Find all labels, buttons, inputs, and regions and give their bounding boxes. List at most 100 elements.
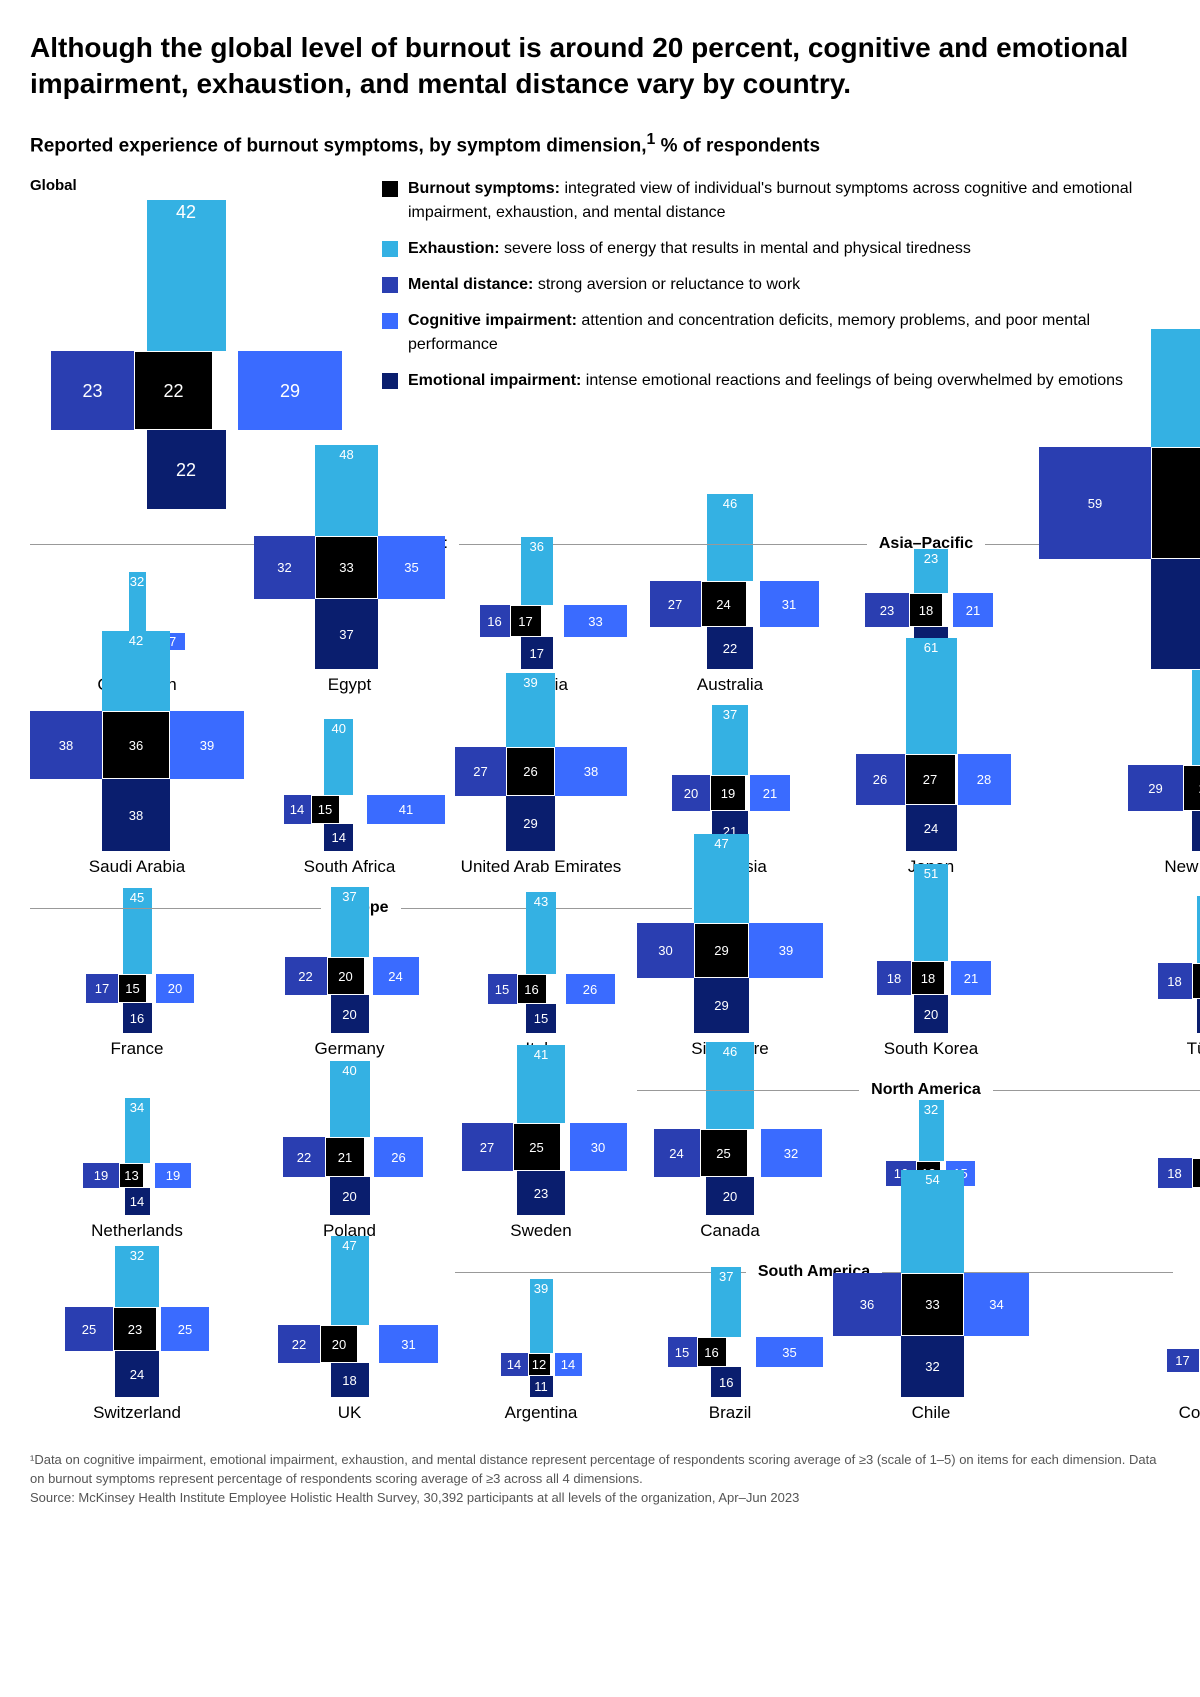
cross-bottom: 20 <box>914 995 948 1033</box>
cross-right: 28 <box>958 754 1011 805</box>
subtitle-suffix: % of respondents <box>655 135 820 156</box>
cross-center: 16 <box>697 1337 727 1367</box>
cross-left: 36 <box>833 1273 901 1336</box>
cross-center: 20 <box>327 957 365 995</box>
cross-wrap: 4014154114 <box>254 721 445 851</box>
cross-top: 32 <box>129 572 146 633</box>
cross-wrap: 3225232524 <box>30 1267 244 1397</box>
country-name: Chile <box>833 1403 1029 1423</box>
footnote-line-1: ¹Data on cognitive impairment, emotional… <box>30 1451 1170 1489</box>
burnout-cross: 3717121413 <box>1167 1279 1200 1397</box>
cross-bottom: 20 <box>330 1177 370 1215</box>
country-name: South Africa <box>254 857 445 877</box>
burnout-cross: 4517152016 <box>80 888 194 1033</box>
country-cell: 3722202420Germany <box>254 903 445 1059</box>
cross-top: 34 <box>125 1098 150 1163</box>
cross-center: 25 <box>700 1129 748 1177</box>
cross-wrap: 4624253220 <box>637 1085 823 1215</box>
country-cell: 4022212620Poland <box>254 1085 445 1241</box>
cross-bottom: 23 <box>517 1171 565 1215</box>
country-name: South Korea <box>833 1039 1029 1059</box>
cross-left: 25 <box>65 1307 113 1351</box>
cross-center: 23 <box>113 1307 157 1351</box>
cross-wrap: 3717121413 <box>1039 1267 1200 1397</box>
cross-bottom: 58 <box>1151 559 1200 669</box>
cross-right: 31 <box>760 581 819 627</box>
cross-bottom: 16 <box>711 1367 741 1397</box>
country-name: Brazil <box>637 1403 823 1423</box>
cross-wrap: 4127253023 <box>455 1085 627 1215</box>
country-cell: 3715163516 Brazil <box>637 1267 823 1423</box>
cross-top: 41 <box>517 1045 565 1123</box>
cross-top: 43 <box>526 892 556 974</box>
cross-top: 40 <box>324 719 353 795</box>
cross-center: 18 <box>911 961 945 995</box>
burnout-cross: 4315162615 <box>468 892 615 1033</box>
cross-center: 17 <box>510 605 542 637</box>
cross-right: 26 <box>374 1137 423 1177</box>
cross-top: 48 <box>315 445 378 536</box>
cross-wrap: 6259596758 <box>1039 539 1200 669</box>
cross-bottom: 22 <box>707 627 753 669</box>
country-name: Egypt <box>254 675 445 695</box>
cross-left: 22 <box>283 1137 325 1177</box>
cross-wrap: 4238363938 <box>30 721 244 851</box>
cross-left: 27 <box>650 581 701 627</box>
cross-right: 39 <box>749 923 823 978</box>
country-name: Germany <box>254 1039 445 1059</box>
legend-row: Exhaustion: severe loss of energy that r… <box>382 237 1170 261</box>
cross-center: 22 <box>134 351 213 430</box>
cross-left: 22 <box>285 957 327 995</box>
country-name: Netherlands <box>30 1221 244 1241</box>
cross-right: 20 <box>156 974 194 1003</box>
cross-center: 59 <box>1151 447 1200 559</box>
cross-wrap: 4832333537 <box>254 539 445 669</box>
legend-swatch <box>382 241 398 257</box>
cross-right: 35 <box>378 536 445 599</box>
cross-bottom: 38 <box>102 779 170 851</box>
burnout-cross: 3715163516 <box>637 1267 823 1397</box>
cross-wrap: 5436333432 <box>833 1267 1029 1397</box>
country-cell: 4315162615Italy <box>455 903 627 1059</box>
cross-right: 33 <box>564 605 627 637</box>
cross-wrap: 4730293929 <box>637 903 823 1033</box>
cross-right: 38 <box>555 747 627 796</box>
cross-left: 16 <box>480 605 510 637</box>
cross-center: 27 <box>905 754 956 805</box>
cross-left: 30 <box>637 923 694 978</box>
cross-left: 23 <box>51 351 134 430</box>
country-cell: 6126272824Japan <box>833 721 1029 877</box>
cross-wrap: 3914121411 <box>455 1267 627 1397</box>
cross-top: 62 <box>1151 329 1200 447</box>
cross-right: 34 <box>964 1273 1029 1336</box>
cross-bottom: 16 <box>123 1003 152 1033</box>
cross-bottom: 14 <box>324 824 353 851</box>
country-cell: 3927263829United Arab Emirates <box>455 721 627 877</box>
burnout-cross: 3616173317 <box>455 537 627 669</box>
cross-center: 16 <box>517 974 547 1004</box>
burnout-cross: 6126272824 <box>852 638 1011 851</box>
cross-right: 29 <box>238 351 342 430</box>
cross-right: 25 <box>161 1307 209 1351</box>
legend-text: Exhaustion: severe loss of energy that r… <box>408 237 1170 261</box>
cross-center: 33 <box>901 1273 964 1336</box>
burnout-cross: 4722203118 <box>261 1236 438 1397</box>
cross-wrap: 3518192418 <box>1039 903 1200 1033</box>
chart-title: Although the global level of burnout is … <box>30 30 1170 103</box>
cross-right: 26 <box>566 974 615 1004</box>
cross-wrap: 6126272824 <box>833 721 1029 851</box>
cross-right: 21 <box>750 775 790 811</box>
country-name: Saudi Arabia <box>30 857 244 877</box>
legend-text: Mental distance: strong aversion or relu… <box>408 273 1170 297</box>
cross-left: 14 <box>501 1353 528 1376</box>
cross-bottom: 22 <box>147 430 226 509</box>
cross-center: 21 <box>325 1137 365 1177</box>
cross-wrap: 3918162414 <box>1039 1085 1200 1215</box>
cross-top: 46 <box>706 1042 754 1129</box>
burnout-cross: 3918162414 <box>1146 1084 1200 1215</box>
burnout-cross: 3914121411 <box>501 1279 582 1397</box>
cross-center: 15 <box>118 974 147 1003</box>
footnote-line-2: Source: McKinsey Health Institute Employ… <box>30 1489 1170 1508</box>
country-name: Switzerland <box>30 1403 244 1423</box>
cross-wrap: 4315162615 <box>455 903 627 1033</box>
